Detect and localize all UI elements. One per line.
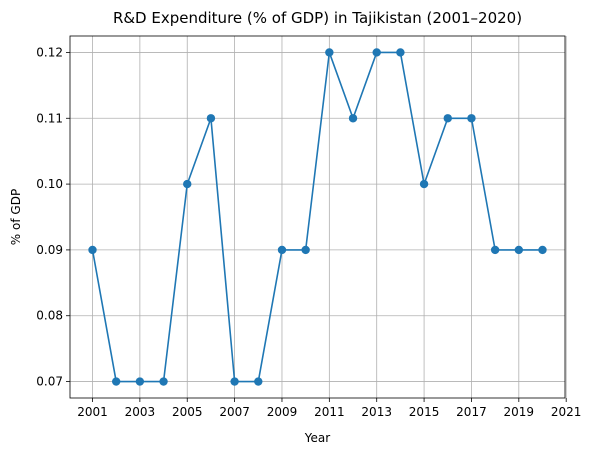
- data-point: [88, 245, 97, 255]
- x-tick-label: 2013: [361, 405, 392, 419]
- data-point: [372, 48, 381, 57]
- data-point: [206, 114, 216, 123]
- x-tick-label: 2009: [267, 405, 298, 419]
- data-point: [396, 48, 405, 57]
- y-tick-label: 0.11: [36, 111, 63, 125]
- series-layer: [88, 48, 547, 386]
- y-tick-label: 0.10: [36, 177, 63, 191]
- data-point: [348, 114, 358, 123]
- plot-frame: [69, 35, 566, 399]
- data-point: [538, 245, 547, 255]
- y-tick-label: 0.09: [36, 243, 63, 257]
- data-point: [254, 377, 263, 386]
- y-tick-label: 0.12: [36, 45, 63, 59]
- x-tick-label: 2003: [125, 405, 156, 419]
- y-axis-label: % of GDP: [9, 189, 23, 245]
- data-point: [230, 377, 239, 386]
- data-point: [301, 245, 310, 255]
- data-point: [325, 48, 334, 57]
- x-axis-label: Year: [304, 431, 330, 445]
- x-tick-label: 2017: [456, 405, 487, 419]
- x-tick-label: 2015: [409, 405, 440, 419]
- x-tick-label: 2021: [551, 405, 582, 419]
- data-point: [135, 377, 145, 386]
- y-tick-label: 0.08: [36, 309, 63, 323]
- chart-title: R&D Expenditure (% of GDP) in Tajikistan…: [113, 9, 522, 27]
- grid: [70, 36, 567, 398]
- data-point: [514, 245, 524, 255]
- x-tick-label: 2019: [504, 405, 535, 419]
- x-tick-label: 2001: [77, 405, 108, 419]
- data-point: [277, 245, 287, 255]
- data-point: [443, 114, 452, 123]
- y-tick-label: 0.07: [36, 375, 63, 389]
- data-point: [111, 377, 121, 386]
- axis-ticks: 2001 2003 2005 2007 2009 2011 2013 2015 2017 2019…: [36, 45, 581, 419]
- data-point: [419, 179, 429, 189]
- data-point: [490, 245, 500, 255]
- x-tick-label: 2005: [172, 405, 203, 419]
- series-line: [91, 51, 543, 383]
- x-tick-label: 2011: [314, 405, 345, 419]
- data-point: [467, 114, 476, 123]
- x-tick-label: 2007: [219, 405, 250, 419]
- data-point: [183, 179, 192, 189]
- data-point: [159, 377, 168, 386]
